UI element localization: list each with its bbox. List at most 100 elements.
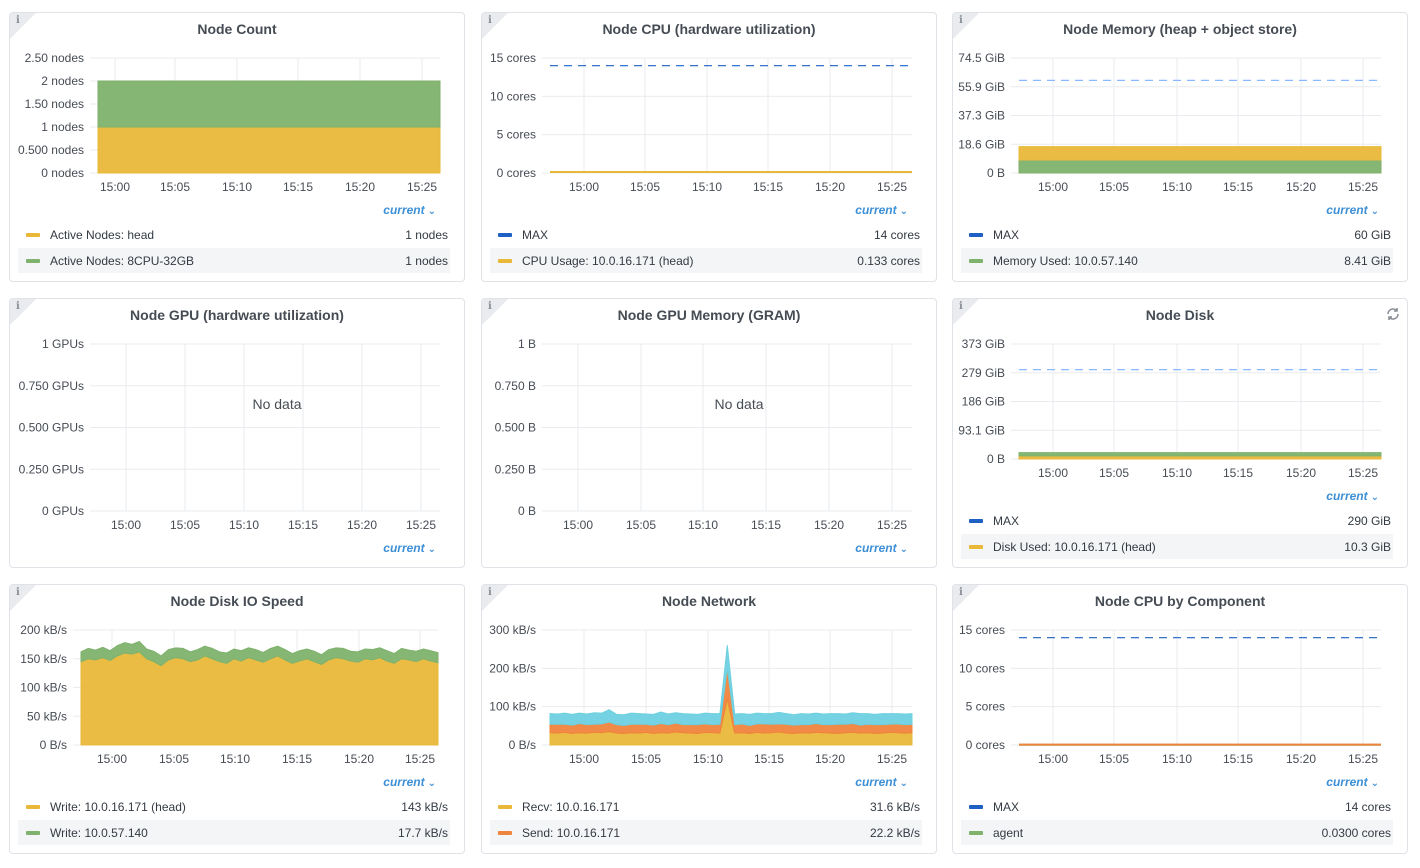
panel-title[interactable]: Node Disk IO Speed bbox=[170, 593, 304, 609]
chevron-down-icon: ⌄ bbox=[899, 206, 908, 217]
y-tick-label: 10 cores bbox=[490, 89, 536, 103]
legend-item[interactable]: MAX 60 GiB bbox=[961, 222, 1393, 247]
panel-title[interactable]: Node CPU (hardware utilization) bbox=[602, 21, 816, 37]
legend-item[interactable]: Write: 10.0.16.171 (head) 143 kB/s bbox=[18, 794, 450, 819]
y-tick-label: 0 nodes bbox=[41, 166, 84, 180]
panel-info-corner[interactable] bbox=[953, 585, 979, 611]
legend-swatch bbox=[498, 258, 512, 263]
legend-swatch bbox=[26, 232, 40, 237]
panel-node-disk-io[interactable]: i Node Disk IO Speed 200 kB/s 150 kB/s 100 k… bbox=[9, 584, 465, 854]
panel-info-corner[interactable] bbox=[10, 13, 36, 39]
chevron-down-icon: ⌄ bbox=[899, 778, 908, 789]
x-tick-label: 15:10 bbox=[1162, 752, 1192, 766]
chart-node-gpu-memory[interactable]: 1 B 0.750 B 0.500 B 0.250 B 0 B 15:00 15:05 15:… bbox=[482, 299, 938, 569]
panel-node-gpu[interactable]: i Node GPU (hardware utilization) 1 GPUs 0.… bbox=[9, 298, 465, 568]
x-tick-label: 15:25 bbox=[1348, 752, 1378, 766]
current-dropdown[interactable]: current ⌄ bbox=[383, 203, 436, 217]
info-icon[interactable]: i bbox=[959, 301, 963, 312]
panel-info-corner[interactable] bbox=[953, 299, 979, 325]
legend-item[interactable]: Memory Used: 10.0.57.140 8.41 GiB bbox=[961, 248, 1393, 273]
chart-node-memory[interactable]: 74.5 GiB 55.9 GiB 37.3 GiB 18.6 GiB 0 B 15:00… bbox=[953, 13, 1409, 283]
panel-title[interactable]: Node Memory (heap + object store) bbox=[1063, 21, 1297, 37]
chart-node-disk-io[interactable]: 200 kB/s 150 kB/s 100 kB/s 50 kB/s 0 B/s 15:0… bbox=[10, 585, 466, 855]
panel-node-count[interactable]: i Node Count 2.50 nodes 2 nodes 1.50 nodes 1 … bbox=[9, 12, 465, 282]
current-dropdown[interactable]: current ⌄ bbox=[383, 541, 436, 555]
x-tick-label: 15:15 bbox=[283, 180, 313, 194]
info-icon[interactable]: i bbox=[959, 587, 963, 598]
legend-item[interactable]: Send: 10.0.16.171 22.2 kB/s bbox=[490, 820, 922, 845]
chart-node-count[interactable]: 2.50 nodes 2 nodes 1.50 nodes 1 nodes 0.500 … bbox=[10, 13, 466, 283]
legend-item[interactable]: MAX 14 cores bbox=[961, 794, 1393, 819]
panel-title[interactable]: Node GPU (hardware utilization) bbox=[130, 307, 344, 323]
chart-node-gpu[interactable]: 1 GPUs 0.750 GPUs 0.500 GPUs 0.250 GPUs 0 GP… bbox=[10, 299, 466, 569]
panel-title[interactable]: Node Disk bbox=[1145, 307, 1215, 323]
x-tick-label: 15:10 bbox=[220, 752, 250, 766]
legend-item[interactable]: Write: 10.0.57.140 17.7 kB/s bbox=[18, 820, 450, 845]
panel-node-disk[interactable]: i Node Disk 373 GiB 279 GiB 186 GiB 93.1 GiB 0… bbox=[952, 298, 1408, 568]
panel-node-cpu-component[interactable]: i Node CPU by Component 15 cores 10 cores 5 … bbox=[952, 584, 1408, 854]
legend-item[interactable]: Disk Used: 10.0.16.171 (head) 10.3 GiB bbox=[961, 534, 1393, 559]
legend-item[interactable]: Recv: 10.0.16.171 31.6 kB/s bbox=[490, 794, 922, 819]
chart-node-cpu-component[interactable]: 15 cores 10 cores 5 cores 0 cores 15:00 15:05… bbox=[953, 585, 1409, 855]
panel-title[interactable]: Node GPU Memory (GRAM) bbox=[617, 307, 801, 323]
info-icon[interactable]: i bbox=[16, 15, 20, 26]
info-icon[interactable]: i bbox=[488, 301, 492, 312]
panel-title[interactable]: Node Count bbox=[197, 21, 277, 37]
x-tick-label: 15:25 bbox=[406, 518, 436, 532]
chevron-down-icon: ⌄ bbox=[1370, 492, 1379, 503]
current-dropdown[interactable]: current ⌄ bbox=[1326, 775, 1379, 789]
y-tick-label: 1.50 nodes bbox=[25, 97, 84, 111]
current-dropdown[interactable]: current ⌄ bbox=[855, 775, 908, 789]
x-tick-label: 15:25 bbox=[1348, 180, 1378, 194]
panel-node-cpu[interactable]: i Node CPU (hardware utilization) 15 cores… bbox=[481, 12, 937, 282]
chart-node-network[interactable]: 300 kB/s 200 kB/s 100 kB/s 0 B/s 15:00 15:05 1… bbox=[482, 585, 938, 855]
legend-name: Active Nodes: head bbox=[50, 227, 155, 242]
current-dropdown[interactable]: current ⌄ bbox=[855, 541, 908, 555]
info-icon[interactable]: i bbox=[488, 15, 492, 26]
panel-info-corner[interactable] bbox=[482, 299, 508, 325]
legend-swatch bbox=[969, 232, 983, 237]
legend-swatch bbox=[498, 830, 512, 835]
chart-node-cpu[interactable]: 15 cores 10 cores 5 cores 0 cores 15:00 15:05… bbox=[482, 13, 938, 283]
info-icon[interactable]: i bbox=[16, 301, 20, 312]
legend-swatch bbox=[969, 258, 983, 263]
current-dropdown[interactable]: current ⌄ bbox=[1326, 203, 1379, 217]
info-icon[interactable]: i bbox=[488, 587, 492, 598]
legend-value: 0.0300 cores bbox=[1321, 825, 1391, 840]
panel-node-network[interactable]: i Node Network 300 kB/s 200 kB/s 100 kB/s 0 B… bbox=[481, 584, 937, 854]
current-label: current bbox=[1326, 203, 1368, 217]
panel-node-memory[interactable]: i Node Memory (heap + object store) 74.5 G… bbox=[952, 12, 1408, 282]
panel-info-corner[interactable] bbox=[10, 299, 36, 325]
legend-item[interactable]: MAX 14 cores bbox=[490, 222, 922, 247]
chart-node-disk[interactable]: 373 GiB 279 GiB 186 GiB 93.1 GiB 0 B 15:00 15:… bbox=[953, 299, 1409, 569]
x-tick-label: 15:10 bbox=[693, 752, 723, 766]
info-icon[interactable]: i bbox=[16, 587, 20, 598]
legend-name: Send: 10.0.16.171 bbox=[522, 825, 621, 840]
legend-item[interactable]: Active Nodes: 8CPU-32GB 1 nodes bbox=[18, 248, 450, 273]
panel-info-corner[interactable] bbox=[482, 585, 508, 611]
panel-title[interactable]: Node Network bbox=[661, 593, 757, 609]
legend-name: MAX bbox=[522, 227, 549, 242]
legend-name: Write: 10.0.16.171 (head) bbox=[50, 799, 186, 814]
refresh-icon[interactable] bbox=[1385, 306, 1401, 322]
x-tick-label: 15:00 bbox=[569, 180, 599, 194]
panel-node-gpu-memory[interactable]: i Node GPU Memory (GRAM) 1 B 0.750 B 0.500 B… bbox=[481, 298, 937, 568]
legend-item[interactable]: CPU Usage: 10.0.16.171 (head) 0.133 cores bbox=[490, 248, 922, 273]
info-icon[interactable]: i bbox=[959, 15, 963, 26]
y-tick-label: 150 kB/s bbox=[20, 652, 67, 666]
chevron-down-icon: ⌄ bbox=[1370, 778, 1379, 789]
current-dropdown[interactable]: current ⌄ bbox=[1326, 489, 1379, 503]
panel-title[interactable]: Node CPU by Component bbox=[1094, 593, 1266, 609]
x-tick-label: 15:05 bbox=[1099, 752, 1129, 766]
panel-info-corner[interactable] bbox=[10, 585, 36, 611]
y-tick-label: 0.500 B bbox=[495, 421, 536, 435]
panel-info-corner[interactable] bbox=[482, 13, 508, 39]
x-tick-label: 15:00 bbox=[563, 518, 593, 532]
legend-item[interactable]: MAX 290 GiB bbox=[961, 508, 1393, 533]
current-dropdown[interactable]: current ⌄ bbox=[855, 203, 908, 217]
panel-info-corner[interactable] bbox=[953, 13, 979, 39]
legend-item[interactable]: agent 0.0300 cores bbox=[961, 820, 1393, 845]
current-dropdown[interactable]: current ⌄ bbox=[383, 775, 436, 789]
legend-item[interactable]: Active Nodes: head 1 nodes bbox=[18, 222, 450, 247]
legend-swatch bbox=[498, 804, 512, 809]
